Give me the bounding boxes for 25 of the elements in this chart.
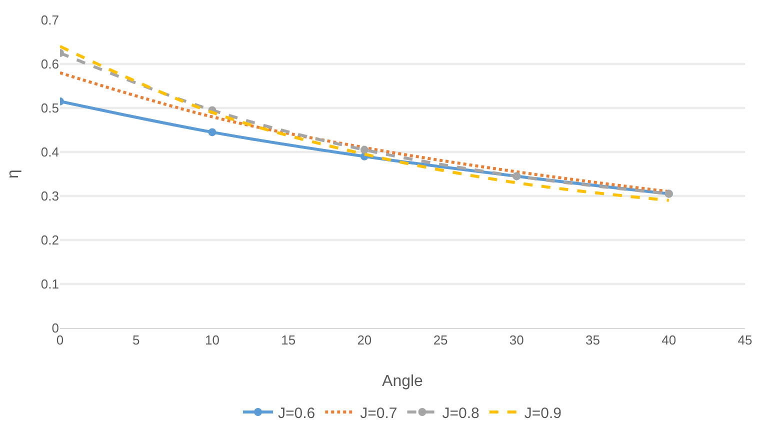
y-tick-label: 0 (52, 320, 59, 336)
point (360, 146, 368, 154)
x-tick-label: 15 (281, 332, 296, 348)
y-tick-label: 0.6 (40, 56, 59, 72)
x-tick-label: 35 (586, 332, 600, 348)
y-tick-label: 0.3 (40, 188, 59, 204)
x-tick-label: 5 (132, 332, 140, 348)
x-tick-label: 10 (204, 332, 220, 348)
legend-label: J=0.9 (524, 404, 562, 422)
legend-label: J=0.7 (360, 404, 398, 422)
x-tick-label: 25 (433, 332, 448, 348)
x-tick-label: 40 (662, 332, 676, 348)
point (208, 128, 216, 136)
y-axis-title: η (5, 170, 22, 178)
x-tick-label: 45 (738, 332, 752, 348)
x-tick-label: 20 (357, 332, 372, 348)
x-tick-label: 30 (509, 332, 524, 348)
x-axis-title: Angle (382, 373, 424, 390)
legend-label: J=0.6 (278, 404, 316, 422)
y-tick-label: 0.2 (40, 232, 59, 248)
legend-label: J=0.8 (442, 404, 480, 422)
y-tick-label: 0.7 (40, 12, 59, 28)
y-tick-label: 0.1 (40, 276, 59, 292)
y-tick-label: 0.5 (40, 100, 59, 116)
y-tick-label: 0.4 (40, 144, 59, 160)
